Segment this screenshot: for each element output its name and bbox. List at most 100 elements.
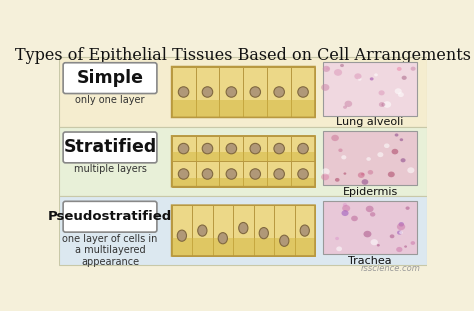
Ellipse shape [323,66,330,72]
Ellipse shape [342,205,350,211]
Ellipse shape [400,138,403,141]
Text: Stratified: Stratified [64,138,156,156]
Ellipse shape [177,230,186,241]
Ellipse shape [364,231,372,237]
Ellipse shape [202,143,213,154]
Ellipse shape [351,216,358,221]
Bar [291,152,315,161]
Bar [323,62,417,116]
Bar [243,67,267,117]
Ellipse shape [321,84,329,91]
Ellipse shape [395,133,399,137]
Ellipse shape [178,143,189,154]
Bar [213,205,233,256]
Text: rsscience.com: rsscience.com [361,264,420,273]
Ellipse shape [343,105,347,109]
Bar [267,152,291,161]
Bar [233,238,254,256]
Ellipse shape [274,87,284,97]
Ellipse shape [298,169,308,179]
FancyBboxPatch shape [63,201,157,232]
Ellipse shape [410,67,416,71]
Bar [291,136,315,161]
Bar [172,161,195,187]
FancyBboxPatch shape [63,63,157,94]
Ellipse shape [340,64,344,67]
Ellipse shape [259,228,268,239]
Ellipse shape [379,90,385,95]
Bar [243,136,267,161]
Ellipse shape [298,143,308,154]
Bar [172,67,195,117]
Bar [192,205,213,256]
Ellipse shape [250,143,261,154]
Ellipse shape [407,167,414,173]
Ellipse shape [178,169,189,179]
Ellipse shape [343,203,347,207]
Bar [192,238,213,256]
Bar [219,100,243,117]
FancyBboxPatch shape [63,132,157,163]
Bar [274,205,294,256]
Ellipse shape [361,173,365,176]
Bar [172,136,195,161]
Bar [323,131,417,185]
Ellipse shape [370,77,374,81]
Bar [291,67,315,117]
Ellipse shape [397,223,405,230]
Bar [195,67,219,117]
Ellipse shape [370,212,375,216]
Bar [219,67,243,117]
Bar [243,178,267,187]
Ellipse shape [401,76,407,80]
Text: Lung alveoli: Lung alveoli [337,117,404,128]
Bar [219,136,243,161]
Ellipse shape [345,101,352,107]
Ellipse shape [401,158,406,162]
Ellipse shape [250,169,261,179]
Ellipse shape [226,169,237,179]
Bar [267,136,291,161]
Ellipse shape [366,157,371,161]
Ellipse shape [335,237,339,240]
Bar [233,205,254,256]
Ellipse shape [384,143,390,148]
Ellipse shape [239,222,248,234]
Ellipse shape [377,244,380,247]
Bar [195,178,219,187]
Ellipse shape [368,170,373,174]
Ellipse shape [178,87,189,97]
Ellipse shape [198,225,207,236]
Ellipse shape [336,246,342,251]
Bar [219,152,243,161]
Ellipse shape [202,169,213,179]
Ellipse shape [300,225,310,236]
Bar [195,161,219,187]
Bar [219,178,243,187]
Ellipse shape [374,73,378,77]
Bar [243,152,267,161]
Text: Epidermis: Epidermis [342,187,398,197]
Bar [172,238,192,256]
Ellipse shape [298,87,308,97]
Bar [172,152,195,161]
Ellipse shape [358,172,365,178]
Ellipse shape [397,230,402,235]
Bar [172,205,192,256]
Ellipse shape [383,101,391,108]
Ellipse shape [406,207,410,210]
Text: Trachea: Trachea [348,256,392,266]
Ellipse shape [202,87,213,97]
Bar [59,196,427,265]
Bar [294,205,315,256]
Ellipse shape [321,168,330,175]
Ellipse shape [404,245,407,248]
Ellipse shape [321,174,329,180]
Ellipse shape [379,102,385,107]
Ellipse shape [341,155,346,160]
Ellipse shape [377,152,383,157]
Ellipse shape [355,73,362,79]
Bar [195,152,219,161]
Ellipse shape [388,172,395,177]
Ellipse shape [280,235,289,246]
